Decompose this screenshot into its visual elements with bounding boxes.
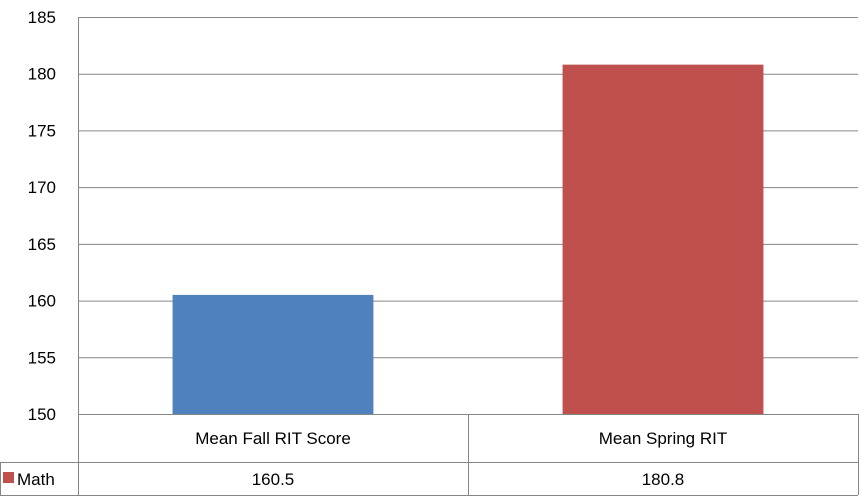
y-tick-label: 150 xyxy=(28,405,56,424)
bar-2 xyxy=(562,64,764,414)
bars xyxy=(172,64,764,414)
series-name: Math xyxy=(17,470,55,489)
y-tick-label: 155 xyxy=(28,348,56,367)
data-label: 180.8 xyxy=(642,470,685,489)
legend-key xyxy=(3,472,14,483)
y-tick-label: 180 xyxy=(28,65,56,84)
data-table: Mean Fall RIT Score 160.5 Mean Spring RIT 1… xyxy=(0,414,859,496)
category-label: Mean Spring RIT xyxy=(599,429,728,448)
category-label: Mean Fall RIT Score xyxy=(195,429,351,448)
data-label: 160.5 xyxy=(252,470,295,489)
y-tick-label: 175 xyxy=(28,121,56,140)
y-tick-label: 185 xyxy=(28,8,56,27)
bar-1 xyxy=(172,294,374,414)
y-tick-label: 170 xyxy=(28,178,56,197)
y-tick-label: 165 xyxy=(28,235,56,254)
y-axis: 150 155 160 165 170 175 180 185 xyxy=(28,8,79,495)
y-tick-label: 160 xyxy=(28,292,56,311)
